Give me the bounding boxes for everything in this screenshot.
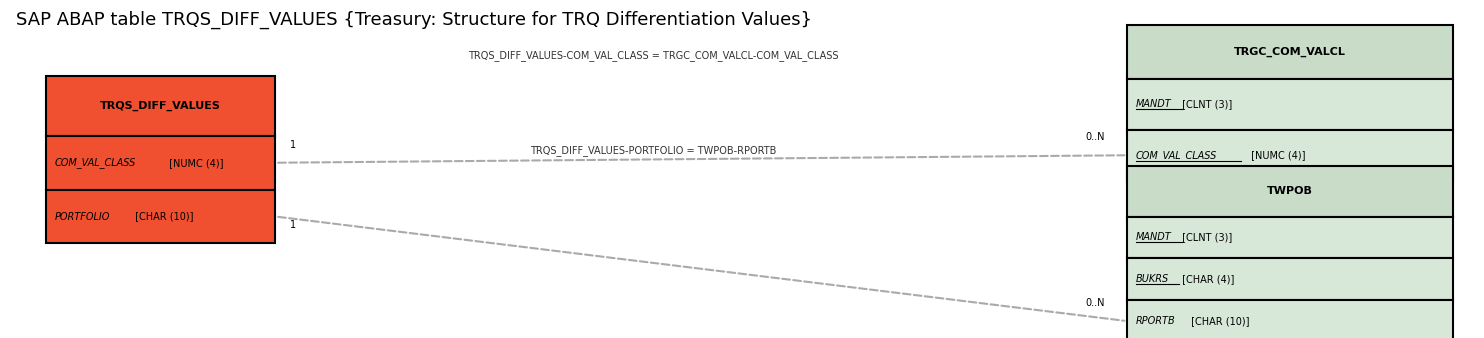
- Text: [CHAR (4)]: [CHAR (4)]: [1178, 274, 1235, 284]
- Text: [CLNT (3)]: [CLNT (3)]: [1178, 233, 1232, 242]
- FancyBboxPatch shape: [1128, 79, 1453, 130]
- Text: [CHAR (10)]: [CHAR (10)]: [132, 212, 193, 221]
- FancyBboxPatch shape: [1128, 300, 1453, 338]
- Text: [CHAR (10)]: [CHAR (10)]: [1187, 316, 1250, 326]
- FancyBboxPatch shape: [46, 136, 276, 190]
- Text: COM_VAL_CLASS: COM_VAL_CLASS: [55, 157, 137, 168]
- Text: TWPOB: TWPOB: [1267, 186, 1313, 196]
- Text: COM_VAL_CLASS: COM_VAL_CLASS: [1137, 150, 1217, 161]
- Text: SAP ABAP table TRQS_DIFF_VALUES {Treasury: Structure for TRQ Differentiation Val: SAP ABAP table TRQS_DIFF_VALUES {Treasur…: [16, 10, 812, 29]
- FancyBboxPatch shape: [46, 76, 276, 136]
- Text: TRQS_DIFF_VALUES: TRQS_DIFF_VALUES: [101, 101, 221, 111]
- FancyBboxPatch shape: [1128, 25, 1453, 79]
- Text: PORTFOLIO: PORTFOLIO: [55, 212, 110, 221]
- Text: MANDT: MANDT: [1137, 99, 1172, 110]
- Text: MANDT: MANDT: [1137, 233, 1172, 242]
- Text: [NUMC (4)]: [NUMC (4)]: [166, 158, 224, 168]
- Text: 0..N: 0..N: [1085, 132, 1106, 142]
- Text: 0..N: 0..N: [1085, 298, 1106, 308]
- Text: [CLNT (3)]: [CLNT (3)]: [1178, 99, 1232, 110]
- Text: TRQS_DIFF_VALUES-COM_VAL_CLASS = TRGC_COM_VALCL-COM_VAL_CLASS: TRQS_DIFF_VALUES-COM_VAL_CLASS = TRGC_CO…: [467, 50, 838, 61]
- FancyBboxPatch shape: [1128, 258, 1453, 300]
- FancyBboxPatch shape: [1128, 130, 1453, 180]
- Text: TRGC_COM_VALCL: TRGC_COM_VALCL: [1235, 47, 1346, 57]
- FancyBboxPatch shape: [46, 190, 276, 243]
- Text: [NUMC (4)]: [NUMC (4)]: [1248, 150, 1306, 160]
- Text: RPORTB: RPORTB: [1137, 316, 1175, 326]
- FancyBboxPatch shape: [1128, 217, 1453, 258]
- Text: TRQS_DIFF_VALUES-PORTFOLIO = TWPOB-RPORTB: TRQS_DIFF_VALUES-PORTFOLIO = TWPOB-RPORT…: [530, 145, 776, 156]
- Text: 1: 1: [291, 220, 297, 231]
- Text: BUKRS: BUKRS: [1137, 274, 1169, 284]
- Text: 1: 1: [291, 140, 297, 150]
- FancyBboxPatch shape: [1128, 166, 1453, 217]
